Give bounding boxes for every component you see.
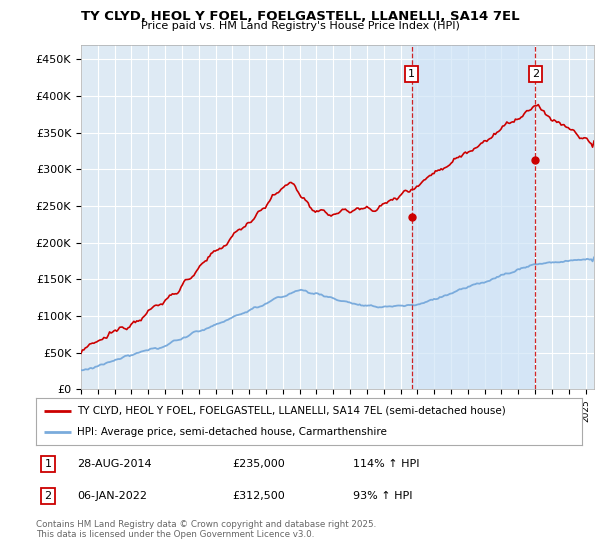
- Text: 1: 1: [408, 69, 415, 79]
- Text: 93% ↑ HPI: 93% ↑ HPI: [353, 491, 412, 501]
- Text: 06-JAN-2022: 06-JAN-2022: [77, 491, 147, 501]
- Text: 2: 2: [44, 491, 52, 501]
- Text: Price paid vs. HM Land Registry's House Price Index (HPI): Price paid vs. HM Land Registry's House …: [140, 21, 460, 31]
- Text: 2: 2: [532, 69, 539, 79]
- Text: 28-AUG-2014: 28-AUG-2014: [77, 459, 152, 469]
- Text: HPI: Average price, semi-detached house, Carmarthenshire: HPI: Average price, semi-detached house,…: [77, 427, 387, 437]
- Text: 114% ↑ HPI: 114% ↑ HPI: [353, 459, 419, 469]
- Text: TY CLYD, HEOL Y FOEL, FOELGASTELL, LLANELLI, SA14 7EL (semi-detached house): TY CLYD, HEOL Y FOEL, FOELGASTELL, LLANE…: [77, 406, 506, 416]
- Text: Contains HM Land Registry data © Crown copyright and database right 2025.
This d: Contains HM Land Registry data © Crown c…: [36, 520, 376, 539]
- Text: 1: 1: [44, 459, 52, 469]
- Bar: [412, 45, 535, 389]
- Text: £235,000: £235,000: [233, 459, 286, 469]
- Text: TY CLYD, HEOL Y FOEL, FOELGASTELL, LLANELLI, SA14 7EL: TY CLYD, HEOL Y FOEL, FOELGASTELL, LLANE…: [80, 10, 520, 23]
- Text: £312,500: £312,500: [233, 491, 286, 501]
